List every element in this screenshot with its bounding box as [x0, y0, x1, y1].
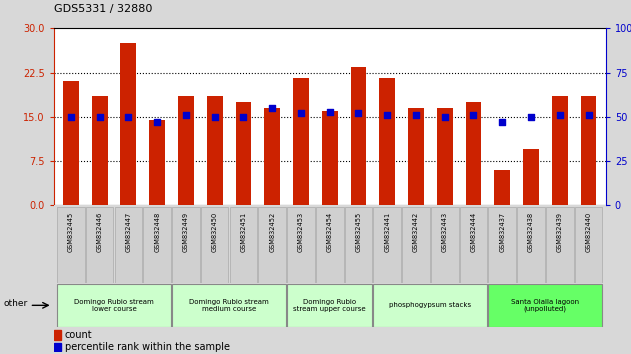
- FancyBboxPatch shape: [402, 207, 430, 283]
- Text: GSM832446: GSM832446: [97, 212, 103, 252]
- FancyBboxPatch shape: [57, 207, 85, 283]
- Point: [526, 114, 536, 120]
- FancyBboxPatch shape: [287, 207, 315, 283]
- Text: GSM832454: GSM832454: [327, 212, 333, 252]
- FancyBboxPatch shape: [287, 284, 372, 326]
- Text: count: count: [65, 330, 92, 340]
- Point: [382, 112, 392, 118]
- Point: [324, 109, 334, 114]
- Text: GSM832453: GSM832453: [298, 212, 304, 252]
- Text: Domingo Rubio
stream upper course: Domingo Rubio stream upper course: [293, 299, 366, 312]
- Text: GSM832451: GSM832451: [240, 212, 247, 252]
- Text: GSM832450: GSM832450: [211, 212, 218, 252]
- FancyBboxPatch shape: [517, 207, 545, 283]
- Text: GSM832439: GSM832439: [557, 212, 563, 252]
- Text: Santa Olalla lagoon
(unpolluted): Santa Olalla lagoon (unpolluted): [511, 298, 579, 312]
- Text: GSM832443: GSM832443: [442, 212, 448, 252]
- Bar: [351, 67, 367, 205]
- Bar: [293, 79, 309, 205]
- Text: percentile rank within the sample: percentile rank within the sample: [65, 342, 230, 352]
- FancyBboxPatch shape: [431, 207, 459, 283]
- Bar: [466, 102, 481, 205]
- Point: [555, 112, 565, 118]
- Bar: [54, 330, 61, 339]
- Text: other: other: [3, 299, 27, 308]
- FancyBboxPatch shape: [57, 284, 171, 326]
- FancyBboxPatch shape: [115, 207, 142, 283]
- FancyBboxPatch shape: [201, 207, 228, 283]
- Point: [123, 114, 133, 120]
- FancyBboxPatch shape: [316, 207, 343, 283]
- Bar: [91, 96, 107, 205]
- Bar: [150, 120, 165, 205]
- FancyBboxPatch shape: [459, 207, 487, 283]
- Bar: [581, 96, 596, 205]
- Point: [296, 110, 306, 116]
- Text: Domingo Rubio stream
lower course: Domingo Rubio stream lower course: [74, 299, 154, 312]
- Bar: [437, 108, 452, 205]
- Text: GDS5331 / 32880: GDS5331 / 32880: [54, 4, 152, 14]
- FancyBboxPatch shape: [374, 207, 401, 283]
- Point: [95, 114, 105, 120]
- Bar: [54, 343, 61, 351]
- Text: GSM832444: GSM832444: [471, 212, 476, 252]
- Bar: [494, 170, 510, 205]
- Text: GSM832452: GSM832452: [269, 212, 275, 252]
- Point: [353, 110, 363, 116]
- Point: [267, 105, 277, 111]
- FancyBboxPatch shape: [172, 207, 200, 283]
- Point: [411, 112, 421, 118]
- Text: GSM832442: GSM832442: [413, 212, 419, 252]
- FancyBboxPatch shape: [546, 207, 574, 283]
- Text: GSM832440: GSM832440: [586, 212, 591, 252]
- Text: GSM832448: GSM832448: [154, 212, 160, 252]
- Bar: [121, 43, 136, 205]
- FancyBboxPatch shape: [488, 284, 603, 326]
- Text: GSM832455: GSM832455: [355, 212, 362, 252]
- FancyBboxPatch shape: [143, 207, 171, 283]
- FancyBboxPatch shape: [488, 207, 516, 283]
- Bar: [178, 96, 194, 205]
- FancyBboxPatch shape: [345, 207, 372, 283]
- Text: Domingo Rubio stream
medium course: Domingo Rubio stream medium course: [189, 299, 269, 312]
- Bar: [322, 111, 338, 205]
- Bar: [552, 96, 568, 205]
- Point: [239, 114, 249, 120]
- Point: [468, 112, 478, 118]
- Text: GSM832441: GSM832441: [384, 212, 390, 252]
- Bar: [235, 102, 251, 205]
- Bar: [207, 96, 223, 205]
- Point: [181, 112, 191, 118]
- Point: [440, 114, 450, 120]
- Point: [152, 119, 162, 125]
- Bar: [63, 81, 79, 205]
- Text: GSM832438: GSM832438: [528, 212, 534, 252]
- FancyBboxPatch shape: [230, 207, 257, 283]
- Bar: [264, 108, 280, 205]
- Text: GSM832447: GSM832447: [126, 212, 131, 252]
- Text: GSM832449: GSM832449: [183, 212, 189, 252]
- FancyBboxPatch shape: [258, 207, 286, 283]
- FancyBboxPatch shape: [172, 284, 286, 326]
- FancyBboxPatch shape: [86, 207, 114, 283]
- Point: [209, 114, 220, 120]
- Bar: [523, 149, 539, 205]
- Text: GSM832437: GSM832437: [499, 212, 505, 252]
- FancyBboxPatch shape: [374, 284, 487, 326]
- Point: [584, 112, 594, 118]
- FancyBboxPatch shape: [575, 207, 603, 283]
- Text: GSM832445: GSM832445: [68, 212, 74, 252]
- Bar: [379, 79, 395, 205]
- Bar: [408, 108, 424, 205]
- Point: [66, 114, 76, 120]
- Text: phosphogypsum stacks: phosphogypsum stacks: [389, 302, 471, 308]
- Point: [497, 119, 507, 125]
